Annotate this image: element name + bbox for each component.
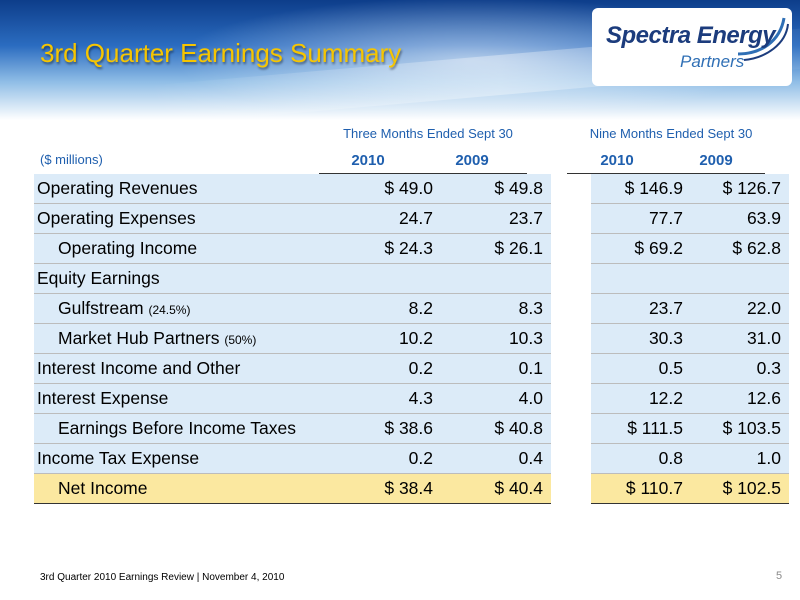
cell-q-2010: $ 38.6 [343, 413, 441, 444]
cell-q-2010: 0.2 [343, 443, 441, 474]
column-gap [551, 323, 591, 354]
cell-q-2010: 4.3 [343, 383, 441, 414]
row-label-text: Gulfstream [58, 298, 144, 318]
logo-panel [592, 8, 792, 86]
cell-q-2009: 4.0 [441, 383, 551, 414]
row-label: Interest Expense [34, 383, 343, 414]
net-income-row: Net Income $ 38.4 $ 40.4 $ 110.7 $ 102.5 [34, 473, 789, 504]
column-gap [551, 174, 591, 204]
cell-ytd-2009: 63.9 [691, 203, 789, 234]
cell-q-2009: 0.4 [441, 443, 551, 474]
cell-ytd-2009: $ 62.8 [691, 233, 789, 264]
ownership-note: (24.5%) [148, 303, 191, 317]
cell-ytd-2010: $ 110.7 [591, 473, 691, 504]
unit-label: ($ millions) [40, 152, 103, 167]
cell-ytd-2009: $ 103.5 [691, 413, 789, 444]
column-gap [551, 353, 591, 384]
cell-ytd-2010 [591, 263, 691, 294]
cell-ytd-2009: 0.3 [691, 353, 789, 384]
cell-q-2009: $ 40.4 [441, 473, 551, 504]
cell-q-2009 [441, 263, 551, 294]
row-label: Earnings Before Income Taxes [34, 413, 343, 444]
cell-ytd-2009: 1.0 [691, 443, 789, 474]
logo-subtitle: Partners [680, 52, 745, 71]
spectra-swoosh-icon [737, 17, 789, 61]
cell-q-2010 [343, 263, 441, 294]
cell-ytd-2010: $ 146.9 [591, 174, 691, 204]
page-title: 3rd Quarter Earnings Summary [40, 38, 402, 68]
cell-ytd-2010: 0.5 [591, 353, 691, 384]
cell-q-2010: 10.2 [343, 323, 441, 354]
column-gap [551, 293, 591, 324]
column-gap [551, 473, 591, 504]
column-gap [551, 203, 591, 234]
cell-ytd-2010: 12.2 [591, 383, 691, 414]
cell-q-2010: $ 24.3 [343, 233, 441, 264]
table-row: Earnings Before Income Taxes $ 38.6 $ 40… [34, 413, 789, 444]
cell-ytd-2009: 12.6 [691, 383, 789, 414]
row-label: Net Income [34, 473, 343, 504]
cell-ytd-2009: 31.0 [691, 323, 789, 354]
cell-q-2009: 10.3 [441, 323, 551, 354]
nine-months-header: Nine Months Ended Sept 30 [589, 126, 753, 141]
row-label-text: Market Hub Partners [58, 328, 220, 348]
logo-wordmark: Spectra Energy [606, 22, 776, 49]
cell-q-2009: $ 49.8 [441, 174, 551, 204]
year-header-ytd-2009: 2009 [667, 149, 765, 174]
earnings-table: Operating Revenues $ 49.0 $ 49.8 $ 146.9… [34, 174, 789, 504]
cell-ytd-2009: $ 126.7 [691, 174, 789, 204]
cell-ytd-2010: $ 111.5 [591, 413, 691, 444]
cell-q-2009: 0.1 [441, 353, 551, 384]
ownership-note: (50%) [224, 333, 257, 347]
year-header-ytd-2010: 2010 [567, 149, 667, 174]
cell-q-2009: 8.3 [441, 293, 551, 324]
cell-ytd-2010: 23.7 [591, 293, 691, 324]
cell-q-2009: $ 26.1 [441, 233, 551, 264]
row-label: Income Tax Expense [34, 443, 343, 474]
column-gap [551, 443, 591, 474]
cell-q-2009: 23.7 [441, 203, 551, 234]
cell-q-2010: 0.2 [343, 353, 441, 384]
table-row: Interest Income and Other 0.2 0.1 0.5 0.… [34, 353, 789, 384]
row-label: Operating Income [34, 233, 343, 264]
page-number: 5 [776, 570, 783, 582]
row-label: Operating Revenues [34, 174, 343, 204]
column-gap [551, 383, 591, 414]
column-gap [551, 413, 591, 444]
cell-ytd-2009 [691, 263, 789, 294]
cell-q-2009: $ 40.8 [441, 413, 551, 444]
cell-ytd-2010: 30.3 [591, 323, 691, 354]
row-label: Equity Earnings [34, 263, 343, 294]
three-months-header: Three Months Ended Sept 30 [343, 126, 513, 141]
table-row: Operating Expenses 24.7 23.7 77.7 63.9 [34, 203, 789, 234]
row-label: Gulfstream (24.5%) [34, 293, 343, 324]
row-label: Interest Income and Other [34, 353, 343, 384]
column-gap [551, 263, 591, 294]
year-header-q-2010: 2010 [319, 149, 417, 174]
table-row: Market Hub Partners (50%) 10.2 10.3 30.3… [34, 323, 789, 354]
cell-ytd-2010: 0.8 [591, 443, 691, 474]
cell-ytd-2009: $ 102.5 [691, 473, 789, 504]
cell-q-2010: 8.2 [343, 293, 441, 324]
table-row: Income Tax Expense 0.2 0.4 0.8 1.0 [34, 443, 789, 474]
table-row: Equity Earnings [34, 263, 789, 294]
cell-q-2010: 24.7 [343, 203, 441, 234]
footer-text: 3rd Quarter 2010 Earnings Review | Novem… [40, 572, 285, 583]
table-row: Operating Income $ 24.3 $ 26.1 $ 69.2 $ … [34, 233, 789, 264]
cell-ytd-2010: $ 69.2 [591, 233, 691, 264]
row-label: Market Hub Partners (50%) [34, 323, 343, 354]
year-header-q-2009: 2009 [417, 149, 527, 174]
cell-ytd-2009: 22.0 [691, 293, 789, 324]
column-gap [551, 233, 591, 264]
row-label: Operating Expenses [34, 203, 343, 234]
cell-q-2010: $ 38.4 [343, 473, 441, 504]
table-row: Interest Expense 4.3 4.0 12.2 12.6 [34, 383, 789, 414]
cell-ytd-2010: 77.7 [591, 203, 691, 234]
table-row: Gulfstream (24.5%) 8.2 8.3 23.7 22.0 [34, 293, 789, 324]
cell-q-2010: $ 49.0 [343, 174, 441, 204]
table-row: Operating Revenues $ 49.0 $ 49.8 $ 146.9… [34, 174, 789, 204]
